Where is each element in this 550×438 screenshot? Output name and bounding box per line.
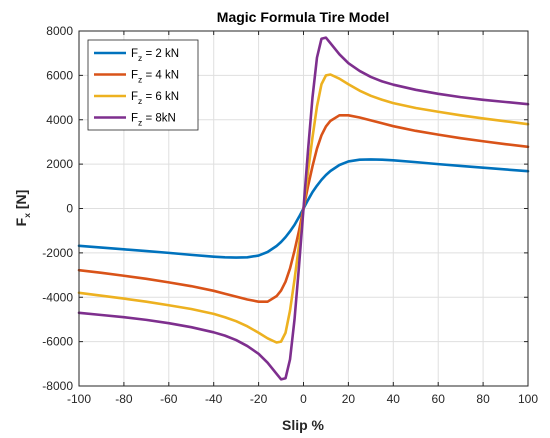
y-axis-label-unit: [N] [13, 190, 29, 213]
series-line-4 [77, 36, 530, 381]
y-tick-label: 4000 [46, 113, 73, 127]
y-tick-label: -6000 [42, 335, 73, 349]
legend-label-2: Fz = 4 kN [131, 70, 179, 85]
y-axis-label-main: F [13, 217, 29, 226]
chart-title: Magic Formula Tire Model [217, 9, 389, 25]
legend: Fz = 2 kN Fz = 4 kN Fz = 6 kN Fz = 8kN [87, 39, 199, 131]
x-tick-label: 100 [518, 392, 538, 406]
y-tick-label: 6000 [46, 68, 73, 82]
legend-box [87, 39, 199, 131]
y-axis-label: Fx [N] [13, 190, 32, 227]
y-tick-labels: -8000 -6000 -4000 -2000 0 2000 4000 6000 8000 [42, 24, 73, 393]
x-tick-label: 40 [387, 392, 401, 406]
series-lines [77, 36, 530, 381]
y-tick-label: 8000 [46, 24, 73, 38]
x-tick-label: -100 [67, 392, 91, 406]
y-tick-label: -2000 [42, 246, 73, 260]
x-tick-labels: -100 -80 -60 -40 -20 0 20 40 60 80 100 [67, 392, 538, 406]
y-tick-label: 2000 [46, 157, 73, 171]
x-axis-label: Slip % [282, 417, 325, 433]
x-tick-label: -80 [115, 392, 133, 406]
x-tick-label: -60 [160, 392, 178, 406]
x-tick-label: -20 [250, 392, 268, 406]
legend-label-4: Fz = 8kN [131, 113, 176, 128]
y-tick-label: -4000 [42, 290, 73, 304]
legend-label-3: Fz = 6 kN [131, 91, 179, 106]
y-tick-label: -8000 [42, 379, 73, 393]
x-tick-label: -40 [205, 392, 223, 406]
y-tick-label: 0 [66, 202, 73, 216]
x-tick-label: 80 [476, 392, 490, 406]
y-axis-label-group: Fx [N] [13, 190, 32, 227]
x-tick-label: 60 [432, 392, 446, 406]
x-tick-label: 0 [300, 392, 307, 406]
x-tick-label: 20 [342, 392, 356, 406]
axes [78, 30, 529, 387]
y-axis-label-sub: x [22, 213, 32, 218]
legend-label-1: Fz = 2 kN [131, 48, 179, 63]
